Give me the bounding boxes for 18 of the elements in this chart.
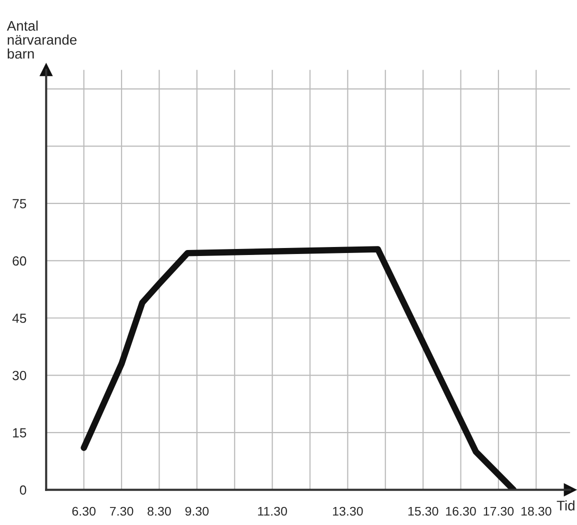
y-axis-title: Antal närvarande barn: [6, 20, 77, 59]
x-axis-title: Tid: [556, 500, 574, 511]
x-tick-label: 17.30: [484, 506, 514, 516]
y-tick-label: 30: [12, 370, 26, 380]
x-tick-label: 9.30: [185, 506, 209, 516]
y-tick-label: 75: [12, 199, 26, 208]
x-tick-label: 8.30: [148, 506, 171, 516]
y-tick-label: 0: [20, 485, 26, 495]
y-tick-label: 15: [13, 428, 26, 438]
x-tick-label: 11.30: [258, 506, 288, 516]
x-tick-label: 6.30: [72, 506, 96, 516]
x-tick-label: 15.30: [408, 506, 438, 516]
x-tick-label: 18.30: [521, 506, 552, 516]
x-tick-label: 7.30: [110, 506, 134, 516]
y-tick-label: 60: [12, 256, 26, 266]
y-tick-label: 45: [12, 314, 26, 323]
x-tick-label: 16.30: [446, 506, 476, 516]
x-tick-label: 13.30: [333, 506, 363, 516]
